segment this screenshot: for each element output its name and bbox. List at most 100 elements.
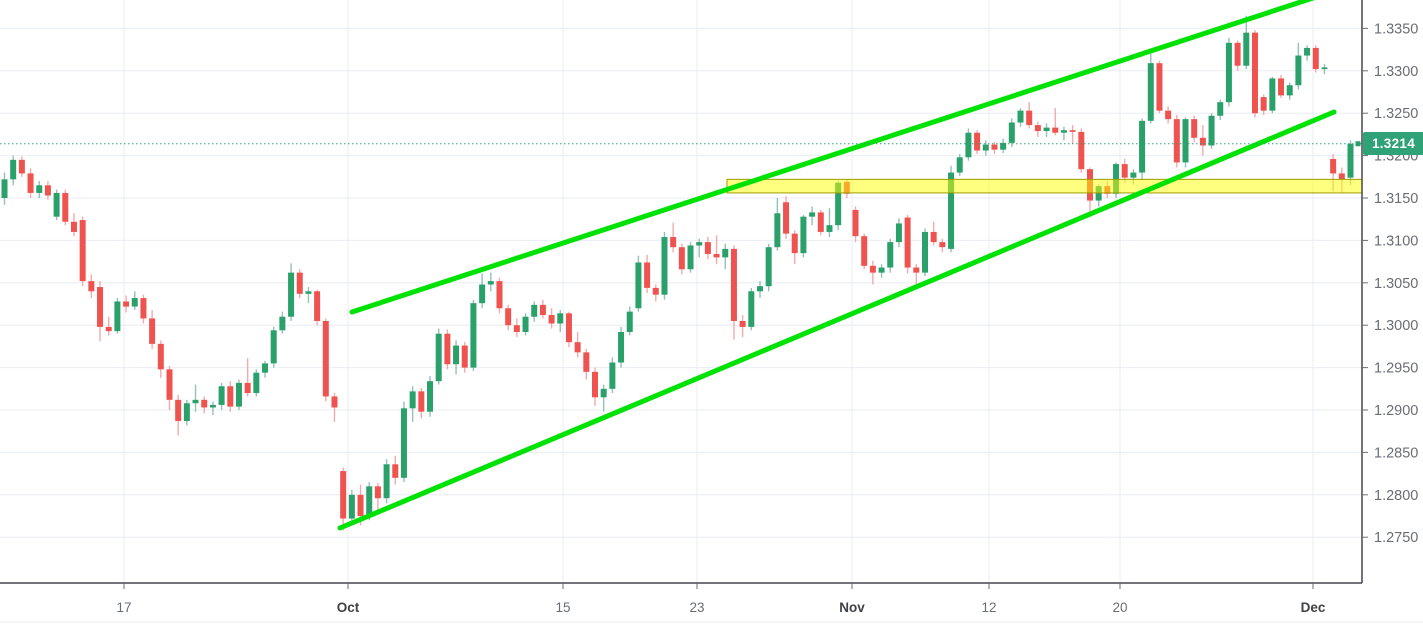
candle [652,284,659,302]
candle [1060,126,1067,141]
candle-body [1008,122,1015,143]
candle [887,238,894,273]
candle-body [487,281,494,285]
candle [1199,125,1206,156]
candle-body [965,132,972,158]
candle-body [505,308,512,326]
candle-body [88,281,95,292]
time-tick-label: 20 [1112,600,1127,615]
price-tick-label: 1.3350 [1374,21,1418,37]
candle [227,381,234,412]
candle-wick [307,287,310,304]
candle-body [400,408,407,478]
candle [357,484,364,526]
candle [36,181,43,199]
candle-body [1278,78,1285,96]
candle-wick [715,235,718,265]
lower-channel-line[interactable] [337,109,1337,531]
candle [930,221,937,246]
candle-wick [915,264,918,286]
candle [62,189,69,226]
candle-body [609,362,616,389]
candle [279,311,286,334]
candle-body [1139,120,1146,173]
candles-layer [1,15,1354,531]
price-tick-label: 1.3150 [1374,191,1418,207]
candle [756,281,763,299]
candle-body [895,223,902,243]
candle [687,242,694,273]
candle-body [1,179,8,199]
candle [505,304,512,331]
candle-body [1269,78,1276,111]
candle-body [1043,127,1050,132]
candle [140,294,147,324]
candle [1269,76,1276,114]
candle-body [574,342,581,353]
candle-body [1295,55,1302,86]
price-axis[interactable]: 1.33501.33001.32501.32001.31501.31001.30… [1362,21,1418,546]
candle [1182,117,1189,168]
candle-body [149,318,156,344]
candle-body [713,253,720,258]
candle [149,309,156,349]
candle-body [374,486,381,499]
candle-body [974,132,981,151]
candle [991,142,998,154]
candle-body [765,247,772,287]
upper-channel-line[interactable] [349,0,1316,315]
candle [1234,40,1241,71]
candle-body [1330,159,1337,174]
candle [791,230,798,265]
candle-body [1034,125,1041,132]
candle-body [748,291,755,327]
price-tick-label: 1.3250 [1374,106,1418,122]
candle-body [1347,143,1354,178]
highlight-zone[interactable] [726,178,1363,194]
candle-body [383,464,390,499]
candle-body [1286,85,1293,96]
candle-body [626,311,633,332]
candle-body [314,291,321,321]
candle-body [557,313,564,324]
candle-body [835,182,842,226]
candle [435,328,442,385]
time-tick-label: Oct [337,600,360,615]
candle [748,287,755,331]
candle [678,243,685,275]
candle [956,153,963,176]
candle-body [70,221,77,232]
price-tick-label: 1.2800 [1374,488,1418,504]
candle-body [1130,172,1137,178]
candle [1217,99,1224,120]
candle [644,254,651,293]
candle [965,128,972,161]
time-axis[interactable]: 17 Oct 15 23 Nov 12 20 Dec [116,583,1326,615]
candle-body [652,287,659,295]
candle-body [131,298,138,307]
candle-body [982,144,989,151]
candle [974,130,981,154]
candle-body [1234,42,1241,66]
candle [809,206,816,226]
candle-body [1147,63,1154,121]
candle [1000,138,1007,154]
candle [418,387,425,419]
candle-body [357,494,364,517]
candle [105,316,112,336]
candle [444,329,451,370]
candle-wick [246,358,249,397]
candle-body [322,320,329,397]
candle-body [201,399,208,408]
time-tick-label: 17 [116,600,131,615]
candle [470,299,477,371]
candle-wick [194,384,197,412]
price-tick-label: 1.3100 [1374,233,1418,249]
candle [861,233,868,270]
price-tick-label: 1.2950 [1374,361,1418,377]
candle [1330,153,1337,192]
candle [157,340,164,378]
last-price-label[interactable]: 1.3214 [1363,132,1423,156]
candle-body [722,248,729,258]
